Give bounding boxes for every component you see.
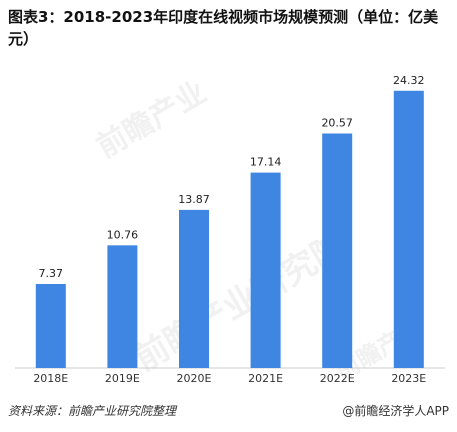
x-tick-label-2021E: 2021E: [248, 372, 283, 385]
bar-2020E: [179, 209, 209, 368]
bar-chart: 7.37 2018E 10.76 2019E 13.87 2020E 17.14 2021E 2…: [15, 74, 445, 385]
data-label-2021E: 17.14: [250, 156, 282, 169]
data-label-2018E: 7.37: [39, 267, 64, 280]
data-label-2019E: 10.76: [107, 228, 139, 241]
bar-2021E: [250, 172, 281, 368]
x-tick-label-2023E: 2023E: [391, 372, 426, 385]
brand-credit: @前瞻经济学人APP: [342, 404, 449, 418]
bar-2019E: [107, 245, 138, 368]
data-label-2020E: 13.87: [178, 193, 210, 206]
x-tick-label-2022E: 2022E: [320, 372, 355, 385]
x-tick-label-2018E: 2018E: [33, 372, 68, 385]
bar-2022E: [322, 133, 353, 368]
footer: 资料来源：前瞻产业研究院整理 @前瞻经济学人APP: [8, 402, 449, 422]
data-label-2023E: 24.32: [393, 74, 425, 87]
data-label-2022E: 20.57: [321, 117, 353, 130]
chart-title: 图表3：2018-2023年印度在线视频市场规模预测（单位：亿美元）: [8, 8, 439, 48]
bar-2023E: [393, 90, 424, 368]
source-note: 资料来源：前瞻产业研究院整理: [8, 404, 177, 418]
x-tick-label-2020E: 2020E: [177, 372, 212, 385]
x-tick-label-2019E: 2019E: [105, 372, 140, 385]
bar-2018E: [35, 283, 66, 368]
